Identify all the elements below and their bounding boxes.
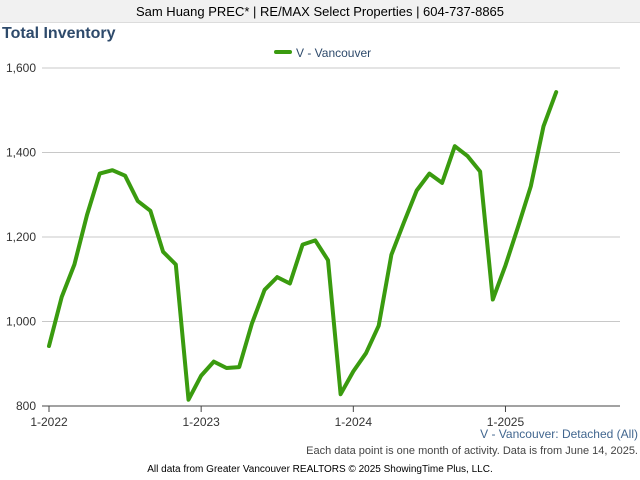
series-caption: V - Vancouver: Detached (All) bbox=[480, 427, 638, 441]
chart-title: Total Inventory bbox=[2, 25, 116, 42]
x-tick-label: 1-2024 bbox=[335, 415, 373, 429]
y-tick-label: 1,000 bbox=[6, 315, 36, 329]
legend-label: V - Vancouver bbox=[296, 46, 371, 60]
x-tick-label: 1-2025 bbox=[487, 415, 525, 429]
data-note: Each data point is one month of activity… bbox=[306, 445, 638, 457]
y-tick-label: 1,200 bbox=[6, 230, 36, 244]
header-bar: Sam Huang PREC* | RE/MAX Select Properti… bbox=[0, 0, 640, 23]
x-tick-label: 1-2022 bbox=[30, 415, 68, 429]
series-line bbox=[47, 90, 559, 402]
footer-text: All data from Greater Vancouver REALTORS… bbox=[147, 464, 493, 475]
header-text: Sam Huang PREC* | RE/MAX Select Properti… bbox=[135, 3, 505, 19]
y-tick-label: 1,600 bbox=[6, 61, 36, 75]
x-tick-label: 1-2023 bbox=[182, 415, 220, 429]
y-tick-label: 800 bbox=[16, 399, 36, 413]
y-tick-label: 1,400 bbox=[6, 146, 36, 160]
